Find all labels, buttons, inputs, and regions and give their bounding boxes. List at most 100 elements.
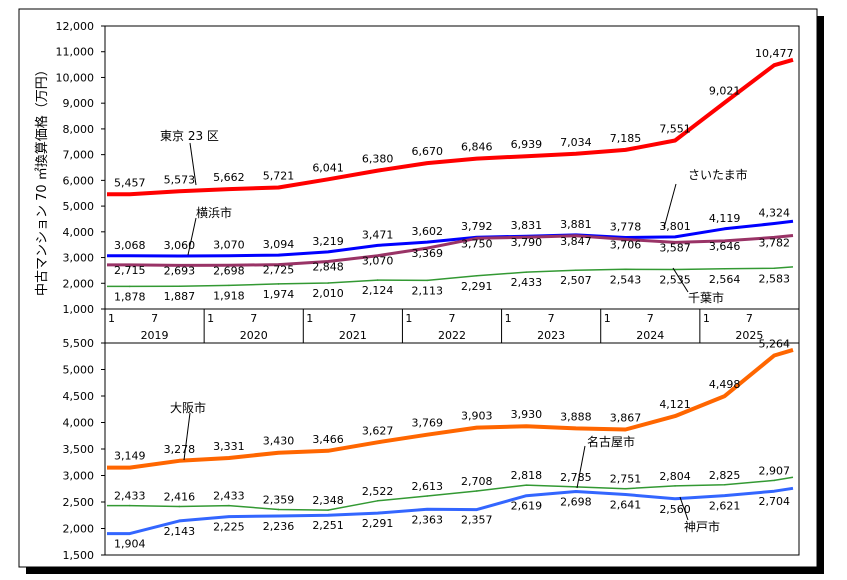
y-tick-label: 1,500 [63, 549, 95, 562]
data-point [376, 512, 379, 514]
data-label: 3,068 [114, 239, 146, 252]
leader-osaka [183, 412, 191, 461]
data-label: 3,867 [610, 412, 642, 425]
data-label: 2,535 [659, 274, 691, 287]
data-label: 2,522 [362, 485, 394, 498]
top-y-ticks: 1,000 2,000 3,000 4,000 5,000 6,000 7,000 8,000… [56, 20, 105, 316]
data-point [525, 425, 528, 428]
y-tick-label: 10,000 [56, 71, 95, 84]
data-label: 2,848 [312, 260, 344, 273]
data-label: 5,457 [114, 176, 146, 189]
y-tick-label: 9,000 [63, 97, 95, 110]
data-label: 4,498 [709, 378, 741, 391]
data-point [228, 457, 230, 459]
outer-frame [18, 8, 818, 568]
data-point [624, 493, 627, 496]
data-point [277, 263, 280, 266]
data-point [376, 169, 379, 172]
data-point [723, 227, 726, 230]
y-tick-label: 5,000 [63, 364, 95, 377]
data-point [327, 514, 329, 516]
data-point [426, 508, 429, 511]
data-label: 3,430 [263, 435, 295, 448]
data-label: 2,725 [263, 264, 295, 277]
y-tick-label: 4,500 [63, 390, 95, 403]
data-point [376, 279, 379, 281]
data-point [327, 509, 329, 511]
data-label: 4,121 [659, 398, 691, 411]
month-tick-label: 7 [548, 312, 555, 325]
leader-nagoya [576, 445, 586, 489]
data-point [624, 428, 627, 431]
data-label: 3,149 [114, 450, 146, 463]
month-tick-label: 1 [703, 312, 710, 325]
data-label: 2,907 [758, 464, 790, 477]
data-label: 3,646 [709, 240, 741, 253]
data-label: 9,021 [709, 85, 741, 98]
leader-tokyo [189, 142, 197, 186]
data-point [327, 260, 329, 263]
data-point [575, 427, 577, 430]
data-point [228, 264, 230, 267]
data-label: 3,070 [362, 255, 394, 268]
leader-saitama [663, 183, 677, 229]
y-tick-label: 3,000 [63, 470, 95, 483]
series-name-osaka: 大阪市 [170, 400, 206, 415]
data-label: 2,416 [164, 490, 196, 503]
data-label: 2,564 [709, 273, 741, 286]
data-point [178, 255, 181, 257]
data-label: 2,507 [560, 274, 592, 287]
data-point [674, 139, 676, 142]
y-tick-label: 6,000 [63, 174, 95, 187]
annotations: 東京 23 区 さいたま市 横浜市 千葉市 大阪市 名古屋市 神戸市 [160, 129, 748, 534]
y-tick-label: 11,000 [56, 46, 95, 59]
data-label: 7,185 [610, 132, 642, 145]
data-label: 3,930 [511, 408, 543, 421]
data-label: 3,792 [461, 220, 493, 233]
data-point [277, 254, 280, 256]
data-point [475, 237, 478, 240]
data-point [674, 485, 676, 487]
data-label: 1,904 [114, 538, 146, 551]
data-point [277, 283, 280, 285]
data-label: 3,888 [560, 410, 592, 423]
data-point [575, 234, 577, 237]
bottom-y-ticks: 1,500 2,000 2,500 3,000 3,500 4,000 4,500 5,000… [63, 337, 105, 562]
data-point [426, 247, 429, 249]
data-point [674, 241, 676, 244]
data-point [128, 504, 131, 507]
data-point [475, 274, 478, 277]
data-label: 2,751 [610, 473, 642, 486]
data-label: 3,466 [312, 433, 344, 446]
y-tick-label: 2,500 [63, 496, 95, 509]
month-tick-label: 7 [449, 312, 456, 325]
year-label: 2025 [735, 329, 763, 342]
data-label: 2,613 [411, 480, 443, 493]
data-label: 3,847 [560, 235, 592, 248]
y-tick-label: 7,000 [63, 149, 95, 162]
data-point [773, 222, 776, 225]
data-point [228, 515, 230, 518]
data-label: 3,278 [164, 443, 196, 456]
month-tick-label: 7 [647, 312, 654, 325]
data-label: 2,348 [312, 494, 344, 507]
data-label: 5,662 [213, 171, 245, 184]
data-label: 3,706 [610, 238, 642, 251]
data-label: 3,331 [213, 440, 245, 453]
series-line-1-2 [107, 486, 794, 536]
data-point [376, 244, 379, 247]
y-tick-label: 5,500 [63, 337, 95, 350]
data-label: 2,621 [709, 500, 741, 513]
data-label: 10,477 [755, 47, 794, 60]
data-label: 2,619 [511, 500, 543, 513]
data-label: 3,627 [362, 424, 394, 437]
data-label: 5,573 [164, 173, 196, 186]
data-point [128, 466, 131, 469]
data-label: 3,750 [461, 237, 493, 250]
month-tick-label: 7 [151, 312, 158, 325]
data-point [277, 515, 280, 517]
data-point [178, 264, 181, 267]
data-label: 2,225 [213, 521, 245, 534]
data-label: 2,433 [511, 276, 543, 289]
year-label: 2023 [537, 329, 565, 342]
